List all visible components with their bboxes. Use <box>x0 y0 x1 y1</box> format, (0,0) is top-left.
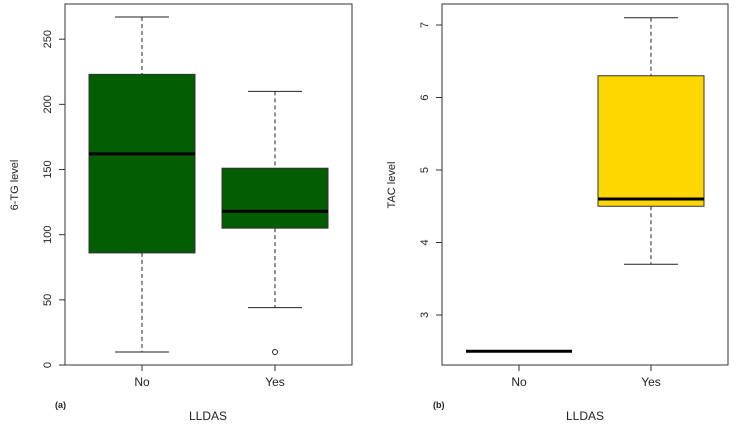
x-axis-label: LLDAS <box>566 409 604 423</box>
y-tick-label: 200 <box>42 95 54 113</box>
y-tick-label: 3 <box>419 312 431 318</box>
x-tick-label: No <box>134 375 150 389</box>
outlier-point <box>272 348 278 355</box>
y-axis-label: TAC level <box>386 162 398 209</box>
plot-frame <box>64 3 353 366</box>
panel-b: (b) LLDAS TAC level 3 4 5 6 7 No Yes <box>386 3 729 423</box>
y-tick-label: 7 <box>419 22 431 28</box>
box-yes <box>221 167 329 229</box>
y-tick-label: 100 <box>42 225 54 243</box>
y-tick-label: 6 <box>419 94 431 100</box>
y-tick-label: 250 <box>42 30 54 48</box>
y-tick-label: 4 <box>419 239 431 245</box>
plot-frame <box>441 3 729 366</box>
x-axis-label: LLDAS <box>189 409 227 423</box>
box-no <box>88 73 196 254</box>
x-tick-label: No <box>511 375 527 389</box>
y-axis-label: 6-TG level <box>9 160 21 211</box>
x-tick-label: Yes <box>641 375 661 389</box>
box-yes <box>597 75 705 207</box>
y-tick-label: 50 <box>42 294 54 306</box>
panel-label: (b) <box>433 400 445 410</box>
x-tick-label: Yes <box>265 375 285 389</box>
y-tick-label: 5 <box>419 167 431 173</box>
y-tick-label: 150 <box>42 160 54 178</box>
y-tick-label: 0 <box>42 362 54 368</box>
panel-label: (a) <box>55 400 66 410</box>
panel-a: (a) LLDAS 6-TG level 0 50 100 150 200 250 No Ye… <box>9 3 353 423</box>
